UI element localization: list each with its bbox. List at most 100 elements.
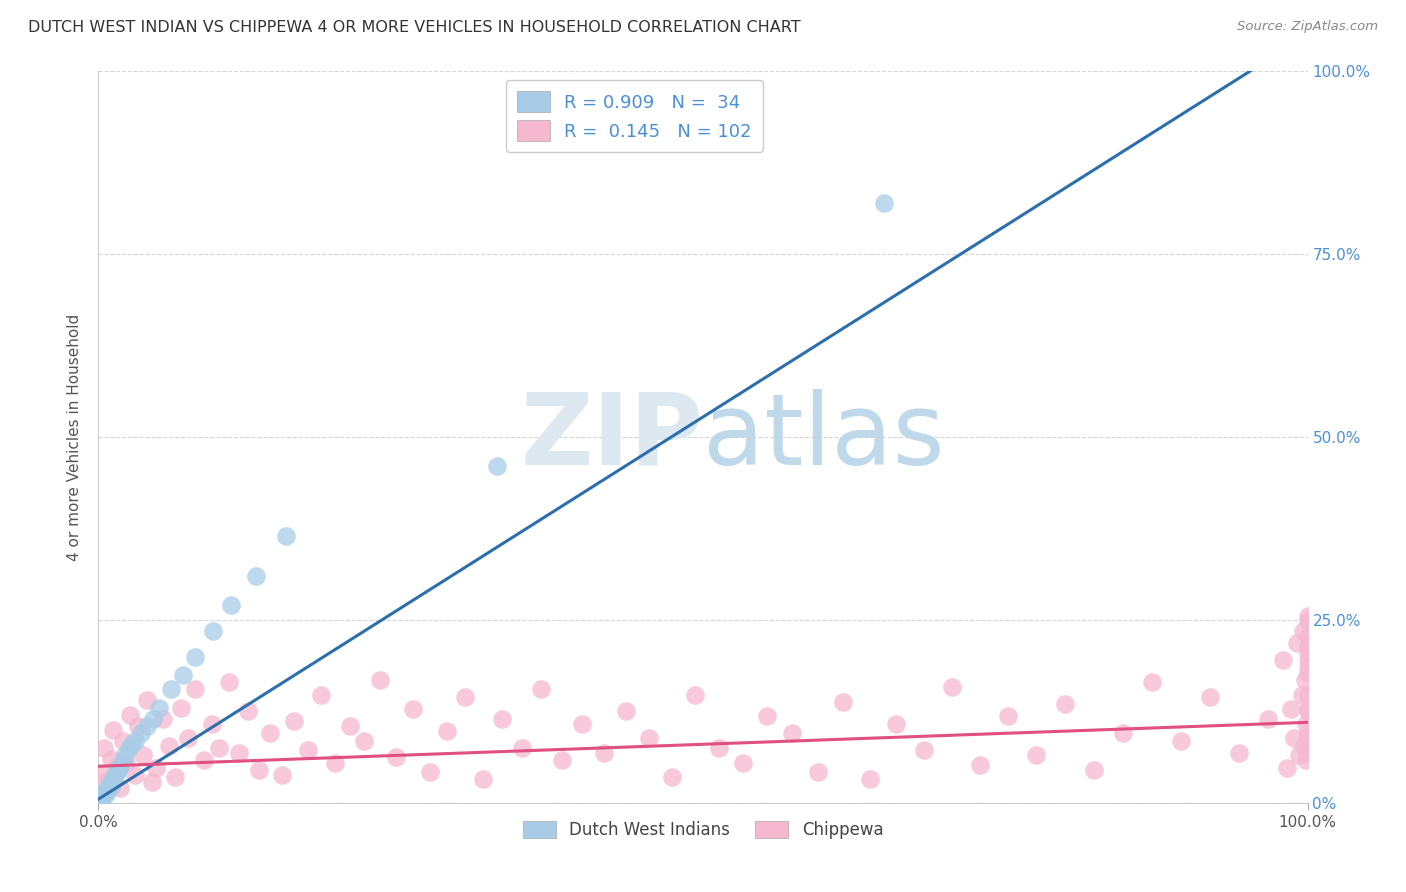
Point (1279, 702, 1302, 716)
Text: DUTCH WEST INDIAN VS CHIPPEWA 4 OR MORE VEHICLES IN HOUSEHOLD CORRELATION CHART: DUTCH WEST INDIAN VS CHIPPEWA 4 OR MORE … (28, 20, 801, 35)
Point (121, 737, 143, 751)
Text: atlas: atlas (703, 389, 945, 485)
Text: ZIP: ZIP (520, 389, 703, 485)
Point (135, 693, 157, 707)
Point (683, 688, 706, 702)
Point (454, 690, 477, 704)
Point (107, 763, 129, 777)
Point (177, 731, 200, 746)
Point (969, 757, 991, 772)
Point (756, 709, 779, 723)
Point (486, 459, 509, 474)
Point (111, 733, 134, 747)
Point (941, 680, 963, 694)
Point (1170, 733, 1192, 747)
Point (309, 688, 332, 702)
Point (93, 785, 115, 799)
Point (141, 775, 163, 789)
Point (208, 740, 231, 755)
Point (873, 196, 896, 211)
Point (145, 761, 167, 775)
Point (1296, 688, 1319, 702)
Point (1295, 716, 1317, 731)
Point (135, 719, 157, 733)
Point (1083, 763, 1105, 777)
Point (111, 753, 134, 767)
Point (661, 770, 683, 784)
Point (124, 768, 146, 782)
Point (114, 748, 136, 763)
Point (193, 753, 215, 767)
Point (91, 789, 114, 804)
Point (1296, 665, 1319, 680)
Point (132, 748, 155, 763)
Point (283, 714, 305, 728)
Point (637, 731, 659, 746)
Point (1288, 748, 1310, 763)
Point (353, 733, 375, 747)
Point (1295, 753, 1317, 767)
Point (97, 781, 120, 796)
Point (385, 750, 408, 764)
Point (402, 702, 425, 716)
Point (115, 756, 138, 770)
Point (1294, 673, 1316, 687)
Point (100, 775, 122, 789)
Point (1292, 624, 1315, 638)
Point (148, 700, 170, 714)
Point (245, 569, 267, 583)
Point (807, 765, 830, 780)
Point (1296, 726, 1319, 740)
Point (1296, 646, 1319, 660)
Point (98, 778, 121, 792)
Point (530, 682, 553, 697)
Text: Source: ZipAtlas.com: Source: ZipAtlas.com (1237, 20, 1378, 33)
Point (94, 787, 117, 801)
Point (832, 695, 855, 709)
Point (274, 529, 297, 543)
Point (297, 743, 319, 757)
Point (1227, 746, 1250, 760)
Point (91, 766, 114, 780)
Point (184, 649, 207, 664)
Point (731, 756, 754, 770)
Point (163, 770, 186, 784)
Point (129, 726, 152, 740)
Point (100, 752, 122, 766)
Point (169, 700, 191, 714)
Point (118, 708, 141, 723)
Point (1275, 761, 1298, 775)
Point (91, 789, 114, 803)
Point (339, 719, 361, 733)
Point (368, 673, 391, 687)
Point (1296, 705, 1319, 719)
Point (510, 740, 533, 755)
Point (1296, 660, 1319, 674)
Point (96, 782, 118, 797)
Point (1296, 740, 1319, 755)
Y-axis label: 4 or more Vehicles in Household: 4 or more Vehicles in Household (67, 313, 83, 561)
Point (105, 759, 128, 773)
Point (104, 768, 127, 782)
Point (912, 743, 935, 757)
Point (592, 746, 614, 760)
Point (228, 746, 250, 760)
Point (101, 773, 124, 788)
Point (202, 624, 225, 638)
Point (259, 726, 281, 740)
Point (325, 756, 347, 770)
Point (859, 772, 882, 787)
Point (127, 719, 149, 733)
Point (172, 667, 194, 681)
Point (247, 763, 270, 777)
Point (1024, 748, 1046, 763)
Point (571, 716, 593, 731)
Point (1296, 653, 1319, 667)
Point (1296, 629, 1319, 643)
Point (436, 724, 458, 739)
Point (1292, 739, 1315, 753)
Point (184, 682, 207, 697)
Point (100, 780, 122, 794)
Point (1296, 702, 1319, 716)
Point (1284, 731, 1306, 746)
